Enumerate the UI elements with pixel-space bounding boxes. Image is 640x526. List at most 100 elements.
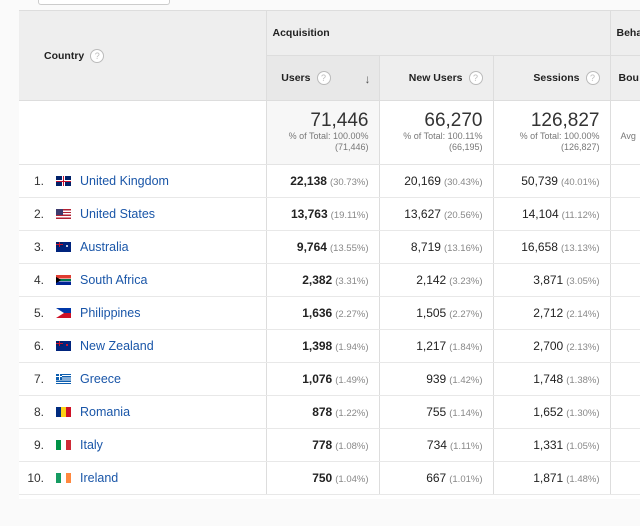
- users-value: 1,398: [302, 339, 333, 353]
- users-cell: 878 (1.22%): [266, 395, 380, 429]
- users-value: 22,138: [290, 174, 327, 188]
- totals-users-value: 71,446: [310, 110, 369, 131]
- new-users-cell: 1,217 (1.84%): [379, 329, 494, 363]
- group-header-behavior: Beha: [610, 11, 640, 56]
- date-range-control[interactable]: [38, 0, 170, 5]
- nz-flag-icon: [56, 341, 71, 351]
- sessions-value: 14,104: [521, 207, 559, 221]
- row-index: 9.: [33, 438, 44, 452]
- country-link[interactable]: Philippines: [80, 306, 141, 320]
- sessions-cell: 1,748 (1.38%): [493, 362, 611, 396]
- country-cell: 9. Italy: [19, 428, 267, 462]
- help-icon[interactable]: ?: [585, 71, 600, 85]
- new-users-cell: 20,169 (30.43%): [379, 164, 494, 198]
- column-header-users[interactable]: Users? ↓: [266, 55, 380, 101]
- country-link[interactable]: Australia: [80, 240, 129, 254]
- column-header-bounce[interactable]: Bou: [610, 55, 640, 101]
- users-pct: (3.31%): [335, 276, 369, 287]
- table-row: 9. Italy 778 (1.08%) 734 (1.11%) 1,331 (1.05…: [19, 428, 640, 462]
- sessions-cell: 3,871 (3.05%): [493, 263, 611, 297]
- help-icon[interactable]: ?: [316, 71, 331, 85]
- sessions-cell: 1,652 (1.30%): [493, 395, 611, 429]
- data-rows: 1. United Kingdom 22,138 (30.73%) 20,169 (3…: [19, 164, 640, 495]
- sessions-value: 16,658: [521, 240, 558, 254]
- users-pct: (19.11%): [330, 210, 369, 221]
- totals-label-cell: [19, 100, 267, 165]
- users-cell: 2,382 (3.31%): [266, 263, 380, 297]
- country-link[interactable]: United Kingdom: [80, 174, 169, 188]
- sessions-pct: (3.05%): [566, 276, 600, 287]
- users-cell: 13,763 (19.11%): [266, 197, 380, 231]
- users-cell: 1,076 (1.49%): [266, 362, 380, 396]
- country-link[interactable]: New Zealand: [80, 339, 154, 353]
- bounce-cell: [610, 164, 640, 198]
- country-link[interactable]: Italy: [80, 438, 103, 452]
- new-users-cell: 734 (1.11%): [379, 428, 494, 462]
- column-header-sessions-label: Sessions: [533, 71, 580, 84]
- totals-new-users-abs: (66,195): [448, 142, 483, 152]
- table-row: 1. United Kingdom 22,138 (30.73%) 20,169 (3…: [19, 164, 640, 198]
- column-header-sessions[interactable]: Sessions?: [493, 55, 611, 101]
- help-icon[interactable]: ?: [90, 48, 105, 63]
- country-cell: 7. Greece: [19, 362, 267, 396]
- users-pct: (2.27%): [335, 309, 369, 320]
- column-header-new-users[interactable]: New Users?: [379, 55, 494, 101]
- new-users-value: 20,169: [404, 174, 441, 188]
- row-index: 5.: [33, 306, 44, 320]
- country-link[interactable]: Greece: [80, 372, 121, 386]
- country-link[interactable]: Romania: [80, 405, 131, 419]
- sessions-cell: 14,104 (11.12%): [493, 197, 611, 231]
- country-link[interactable]: Ireland: [80, 471, 119, 485]
- group-header-acquisition: Acquisition: [266, 11, 611, 56]
- new-users-value: 8,719: [410, 240, 441, 254]
- totals-sessions-pct: % of Total: 100.00%: [519, 131, 600, 141]
- row-index: 7.: [33, 372, 44, 386]
- users-cell: 750 (1.04%): [266, 461, 380, 495]
- sessions-cell: 16,658 (13.13%): [493, 230, 611, 264]
- sessions-value: 2,712: [533, 306, 564, 320]
- sessions-pct: (13.13%): [560, 243, 600, 254]
- new-users-cell: 667 (1.01%): [379, 461, 494, 495]
- row-index: 2.: [33, 207, 44, 221]
- new-users-value: 667: [426, 471, 447, 485]
- users-pct: (1.94%): [335, 342, 369, 353]
- sessions-pct: (11.12%): [561, 210, 600, 221]
- ro-flag-icon: [56, 407, 71, 417]
- header-metric-row: Users? ↓ New Users? Sessions? Bou: [19, 55, 640, 101]
- bounce-cell: [610, 230, 640, 264]
- totals-sessions-abs: (126,827): [560, 142, 600, 152]
- country-link[interactable]: United States: [80, 207, 156, 221]
- country-cell: 10. Ireland: [19, 461, 267, 495]
- report-table: Country? Acquisition Beha Users? ↓ New U…: [19, 11, 640, 495]
- help-icon[interactable]: ?: [468, 71, 483, 85]
- sessions-cell: 2,700 (2.13%): [493, 329, 611, 363]
- new-users-cell: 8,719 (13.16%): [379, 230, 494, 264]
- totals-users-pct: % of Total: 100.00%: [288, 131, 369, 141]
- us-flag-icon: [56, 209, 71, 219]
- new-users-pct: (1.84%): [449, 342, 483, 353]
- new-users-value: 939: [426, 372, 447, 386]
- users-value: 878: [312, 405, 333, 419]
- totals-sessions-value: 126,827: [530, 110, 600, 131]
- users-cell: 1,636 (2.27%): [266, 296, 380, 330]
- country-cell: 5. Philippines: [19, 296, 267, 330]
- sort-descending-icon[interactable]: ↓: [364, 72, 371, 86]
- sessions-pct: (40.01%): [560, 177, 600, 188]
- column-header-country[interactable]: Country?: [19, 11, 267, 101]
- new-users-pct: (30.43%): [443, 177, 483, 188]
- report-table-container: Country? Acquisition Beha Users? ↓ New U…: [19, 10, 640, 499]
- new-users-pct: (1.14%): [449, 408, 483, 419]
- new-users-value: 1,505: [416, 306, 447, 320]
- sessions-pct: (1.05%): [566, 441, 600, 452]
- sessions-cell: 2,712 (2.14%): [493, 296, 611, 330]
- sessions-pct: (1.48%): [566, 474, 600, 485]
- table-row: 3. Australia 9,764 (13.55%) 8,719 (13.16%) …: [19, 230, 640, 264]
- row-index: 3.: [33, 240, 44, 254]
- new-users-pct: (1.11%): [449, 441, 483, 452]
- bounce-cell: [610, 362, 640, 396]
- row-index: 4.: [33, 273, 44, 287]
- au-flag-icon: [56, 242, 71, 252]
- new-users-value: 755: [426, 405, 447, 419]
- bounce-cell: [610, 329, 640, 363]
- country-link[interactable]: South Africa: [80, 273, 148, 287]
